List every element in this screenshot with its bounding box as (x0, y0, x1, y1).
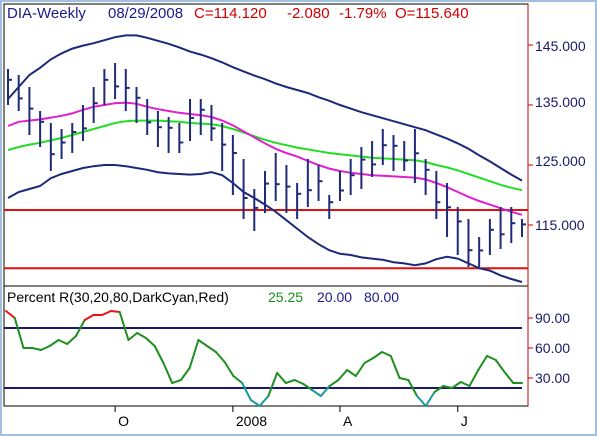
oscillator-line-segment (48, 339, 60, 347)
oscillator-line-segment (66, 335, 77, 345)
oscillator-line-segment (214, 351, 226, 363)
oscillator-line-segment (433, 385, 445, 393)
oscillator-line-segment (153, 345, 165, 364)
oscillator-line-segment (162, 362, 174, 384)
oscillator-line-segment (372, 351, 384, 359)
oscillator-line-segment (311, 389, 322, 397)
oscillator-line-segment (451, 381, 462, 389)
oscillator-line-segment (74, 319, 86, 337)
oscillator-line-segment (31, 347, 42, 351)
oscillator-line-segment (302, 383, 314, 391)
oscillator-line-segment (267, 372, 279, 397)
oscillator-tick-label: 60.00 (535, 340, 570, 356)
oscillator-title: Percent R(30,20,80,DarkCyan,Red) (7, 289, 229, 305)
oscillator-line-segment (13, 317, 25, 349)
oscillator-line-segment (503, 371, 515, 384)
oscillator-line-segment (337, 369, 349, 381)
price-tick-label: 115.000 (535, 217, 585, 233)
oscillator-line-segment (39, 345, 51, 351)
oscillator-line-segment (223, 361, 235, 377)
price-tick-label: 135.000 (535, 94, 586, 110)
oscillator-line-segment (136, 332, 147, 339)
oscillator-line-segment (354, 362, 366, 377)
oscillator-line-segment (494, 359, 506, 373)
oscillator-line-segment (258, 395, 270, 407)
oscillator-line-segment (293, 379, 305, 385)
oscillator-line-segment (5, 310, 16, 319)
symbol-label: DIA-Weekly (7, 5, 86, 22)
oscillator-line-segment (459, 381, 471, 387)
oscillator-line-segment (389, 355, 401, 379)
oscillator-line-segment (328, 379, 340, 387)
slow-ma-line (7, 119, 523, 192)
oscillator-line-segment (486, 355, 497, 361)
price-tick-label: 125.000 (535, 153, 586, 169)
oscillator-line-segment (249, 399, 261, 407)
upper-band-line (7, 34, 523, 182)
oscillator-tick-label: 30.00 (535, 370, 570, 386)
oscillator-line-segment (284, 379, 296, 384)
oscillator-line-segment (101, 310, 112, 316)
oscillator-line-segment (416, 395, 427, 407)
oscillator-value: 25.25 (268, 289, 303, 305)
oscillator-line-segment (197, 339, 209, 347)
oscillator-line-segment (179, 367, 191, 381)
oscillator-line-segment (144, 337, 156, 347)
open-label: O=115.640 (395, 5, 469, 22)
oscillator-line-segment (206, 345, 217, 353)
oscillator-line-segment (381, 351, 392, 357)
x-tick-label: J (461, 413, 468, 429)
oscillator-line-segment (442, 385, 454, 389)
oscillator-line-segment (232, 375, 244, 384)
oscillator-line-segment (109, 310, 121, 313)
oscillator-line-segment (127, 332, 139, 341)
oscillator-line-segment (83, 314, 95, 321)
oscillator-line-segment (477, 355, 489, 371)
oscillator-line-segment (407, 379, 419, 397)
oscillator-line-segment (346, 369, 357, 377)
oscillator-low-level: 20.00 (317, 289, 352, 305)
oscillator-line-segment (398, 377, 410, 381)
oscillator-line-segment (171, 379, 182, 384)
oscillator-line-segment (188, 339, 200, 369)
change-label: -2.080 (287, 5, 330, 22)
date-label: 08/29/2008 (108, 5, 183, 22)
x-tick-label: 2008 (236, 413, 267, 429)
oscillator-line-segment (57, 339, 69, 345)
close-label: C=114.120 (194, 5, 267, 22)
x-tick-label: O (118, 413, 129, 429)
x-tick-label: A (343, 413, 353, 429)
oscillator-line-segment (276, 372, 287, 384)
oscillator-line-segment (468, 369, 480, 387)
oscillator-line-segment (424, 391, 436, 407)
oscillator-line-segment (319, 385, 331, 397)
price-tick-label: 145.000 (535, 38, 586, 54)
oscillator-line-segment (363, 357, 375, 364)
oscillator-tick-label: 90.00 (535, 310, 570, 326)
oscillator-line-segment (118, 311, 130, 341)
oscillator-line-segment (241, 382, 252, 401)
oscillator-high-level: 80.00 (364, 289, 399, 305)
change-pct-label: -1.79% (339, 5, 387, 22)
